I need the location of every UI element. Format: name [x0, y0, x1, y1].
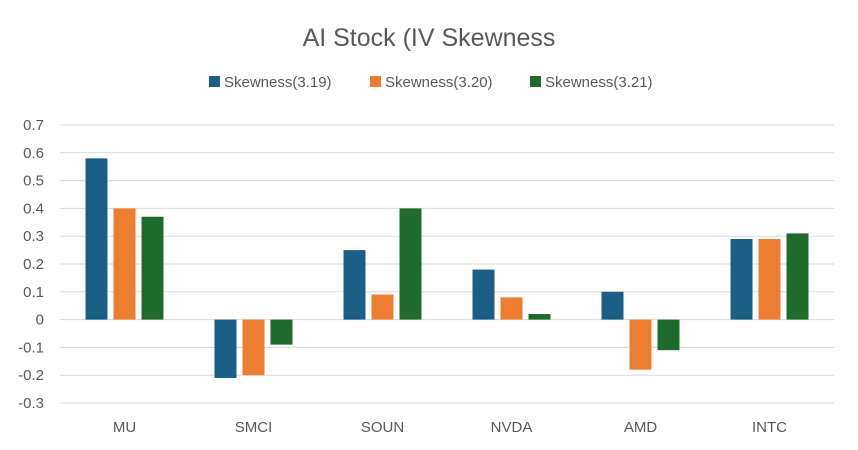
y-tick-label: 0.4	[23, 200, 44, 217]
legend-label: Skewness(3.21)	[545, 74, 653, 91]
y-tick-label: 0.6	[23, 145, 44, 162]
gridlines	[60, 124, 834, 404]
y-tick-label: 0.1	[23, 284, 44, 301]
bar-smci-series-3	[270, 319, 293, 345]
bar-nvda-series-1	[472, 269, 495, 320]
bar-mu-series-2	[113, 208, 136, 320]
legend-swatch	[530, 76, 541, 87]
bar-intc-series-3	[786, 233, 809, 320]
bar-smci-series-1	[214, 319, 237, 378]
x-tick-label: AMD	[624, 419, 658, 436]
legend-label: Skewness(3.19)	[224, 74, 332, 91]
legend-label: Skewness(3.20)	[385, 74, 493, 91]
bar-soun-series-1	[343, 250, 366, 320]
x-tick-label: MU	[113, 419, 136, 436]
bar-intc-series-1	[730, 238, 753, 320]
y-tick-label: -0.3	[18, 395, 44, 412]
x-tick-label: SMCI	[235, 419, 273, 436]
bar-smci-series-2	[242, 319, 265, 376]
x-axis: MU SMCI SOUN NVDA AMD INTC	[113, 419, 787, 436]
y-tick-label: 0.2	[23, 256, 44, 273]
bar-nvda-series-3	[528, 314, 551, 320]
bar-amd-series-2	[629, 319, 652, 370]
y-tick-label: -0.1	[18, 339, 44, 356]
bars	[85, 158, 809, 378]
legend: Skewness(3.19) Skewness(3.20) Skewness(3.2…	[209, 74, 653, 91]
y-axis: 0.7 0.6 0.5 0.4 0.3 0.2 0.1 0 -0.1 -0.2 -0.3	[18, 117, 44, 412]
y-tick-label: 0	[36, 312, 44, 329]
y-tick-label: 0.3	[23, 228, 44, 245]
bar-soun-series-3	[399, 208, 422, 320]
legend-swatch	[370, 76, 381, 87]
y-tick-label: -0.2	[18, 367, 44, 384]
legend-swatch	[209, 76, 220, 87]
y-tick-label: 0.7	[23, 117, 44, 134]
bar-mu-series-3	[141, 216, 164, 320]
bar-amd-series-3	[657, 319, 680, 351]
chart-title: AI Stock (IV Skewness	[303, 24, 556, 52]
x-tick-label: INTC	[752, 419, 787, 436]
bar-nvda-series-2	[500, 297, 523, 320]
bar-amd-series-1	[601, 291, 624, 320]
bar-mu-series-1	[85, 158, 108, 320]
y-tick-label: 0.5	[23, 173, 44, 190]
bar-intc-series-2	[758, 238, 781, 320]
x-tick-label: NVDA	[491, 419, 533, 436]
x-tick-label: SOUN	[361, 419, 404, 436]
bar-soun-series-2	[371, 294, 394, 320]
